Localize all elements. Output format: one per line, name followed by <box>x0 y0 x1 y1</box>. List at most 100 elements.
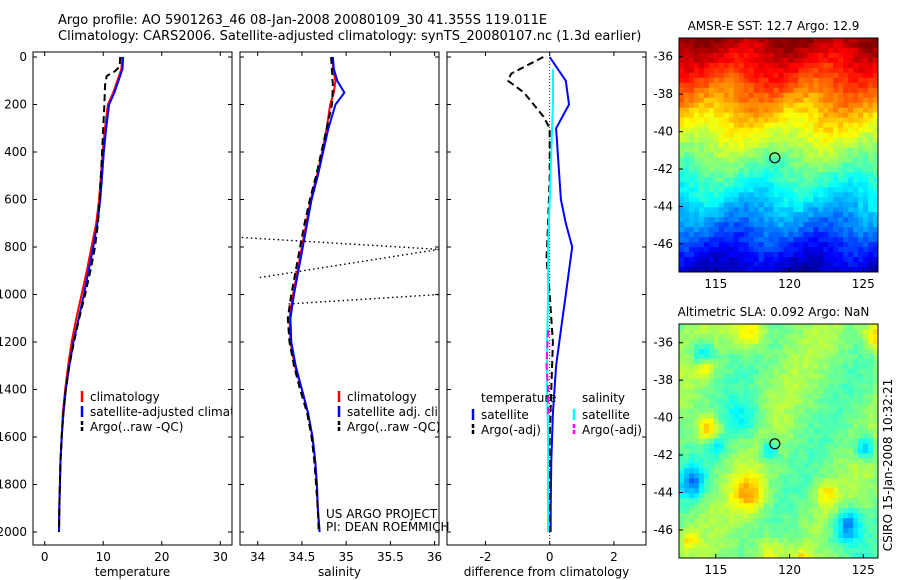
sst_map-cell <box>773 157 779 163</box>
sla_map-cell <box>723 458 730 464</box>
sst_map-cell <box>798 77 804 84</box>
sst_map-cell <box>853 257 859 263</box>
sla_map-cell <box>813 428 819 434</box>
sst_map-cell <box>758 82 764 89</box>
sla_map-cell <box>758 413 764 419</box>
sst_map-cell <box>813 127 819 133</box>
sst_map-cell <box>688 237 695 243</box>
sst_map-cell <box>803 182 809 188</box>
sla_map-cell <box>778 503 784 509</box>
sst_map-cell <box>693 237 700 243</box>
sla_map-cell <box>738 553 745 559</box>
sla_map-cell <box>858 533 864 539</box>
sla_map-cell <box>728 453 735 459</box>
sst_map-cell <box>843 177 849 183</box>
sla_map-cell <box>688 398 695 405</box>
sla_map-cell <box>803 338 809 345</box>
sla_map-cell <box>713 428 720 434</box>
sst_map-cell <box>698 92 705 99</box>
sla_map-cell <box>843 498 849 504</box>
sla_map-cell <box>818 483 824 489</box>
sst_map-cell <box>728 172 735 178</box>
sst_map-cell <box>723 137 730 143</box>
sla_map-cell <box>858 378 864 385</box>
sst_map-cell <box>823 252 829 258</box>
sla_map-cell <box>778 508 784 514</box>
sst_map-cell <box>728 92 735 99</box>
sla_map-cell <box>808 433 814 439</box>
sla_map-cell <box>863 518 869 524</box>
sla_map-cell <box>778 458 784 464</box>
sla_map-cell <box>698 388 705 395</box>
sla_map-cell <box>723 503 730 509</box>
sst_map-cell <box>679 72 685 79</box>
sst_map-cell <box>868 212 874 218</box>
sla_map-cell <box>748 498 755 504</box>
sla_map-cell <box>868 493 874 499</box>
sla_map-cell <box>728 513 735 519</box>
sst_map-cell <box>833 57 839 64</box>
sst_map-cell <box>793 38 799 44</box>
sst_map-cell <box>808 132 814 138</box>
sla_map-cell <box>798 518 804 524</box>
sst_map-cell <box>679 52 685 59</box>
sla_map-cell <box>783 508 789 514</box>
sst_map-cell <box>688 147 695 153</box>
sst_map-cell <box>778 237 784 243</box>
sla_map-cell <box>679 538 685 544</box>
sla_map-cell <box>793 538 799 544</box>
sla_map-cell <box>768 548 774 554</box>
sst_map-cell <box>833 217 839 223</box>
sst_map-cell <box>838 237 844 243</box>
sst_map-cell <box>738 62 745 69</box>
sst_map-cell <box>773 182 779 188</box>
sla_map-cell <box>863 483 869 489</box>
sla_map-cell <box>763 538 769 544</box>
sla_map-cell <box>783 328 789 335</box>
sla_map-cell <box>793 508 799 514</box>
sst_map-cell <box>828 57 834 64</box>
sst_map-cell <box>718 82 725 89</box>
sst_map-cell <box>733 167 740 173</box>
sst_map-cell <box>818 227 824 233</box>
sla_map-cell <box>863 433 869 439</box>
sst_map-cell <box>833 187 839 193</box>
sla_map-cell <box>823 523 829 529</box>
sla_map-cell <box>683 328 690 335</box>
sla_map-cell <box>793 363 799 370</box>
sla_map-cell <box>728 408 735 415</box>
sla_map-cell <box>753 503 760 509</box>
sla_map-cell <box>753 448 760 454</box>
sla_map-cell <box>863 368 869 375</box>
sla_map-cell <box>698 328 705 335</box>
sst_map-cell <box>818 152 824 158</box>
sst_map-cell <box>713 192 720 198</box>
sla_map-cell <box>683 523 690 529</box>
sla_map-cell <box>853 324 859 330</box>
sla_map-cell <box>708 373 715 380</box>
sla_map-cell <box>823 483 829 489</box>
sst_map-cell <box>703 107 710 114</box>
sla_map-cell <box>858 498 864 504</box>
salinity-series-2 <box>286 56 334 533</box>
sst_map-cell <box>718 137 725 143</box>
sla_map-cell <box>838 328 844 335</box>
sst_map-cell <box>853 172 859 178</box>
sla_map-cell <box>858 343 864 350</box>
sla_map-cell <box>743 343 750 350</box>
sst_map-cell <box>708 77 715 84</box>
sst_map-cell <box>693 247 700 253</box>
sla_map-cell <box>808 423 814 429</box>
sla_map-cell <box>803 478 809 484</box>
sla_map-cell <box>788 503 794 509</box>
sst_map-cell <box>768 157 774 163</box>
sst_map-cell <box>873 112 879 119</box>
sst_map-cell <box>738 237 745 243</box>
sst_map-cell <box>833 157 839 163</box>
sla_map-cell <box>679 468 685 474</box>
sla_map-cell <box>679 548 685 554</box>
sst_map-cell <box>773 162 779 168</box>
sla_map-cell <box>683 333 690 340</box>
sst_map-cell <box>708 237 715 243</box>
sla_map-cell <box>679 433 685 439</box>
